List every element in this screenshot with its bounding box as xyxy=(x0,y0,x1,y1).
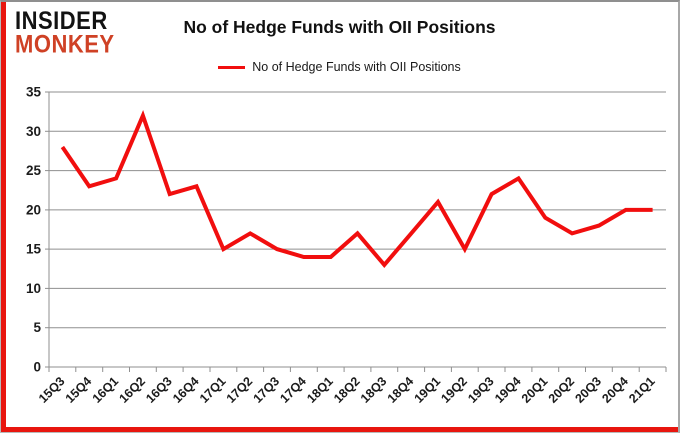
x-axis-label: 20Q2 xyxy=(546,374,578,406)
logo-line-monkey: MONKEY xyxy=(15,30,115,59)
insider-monkey-logo: INSIDER MONKEY xyxy=(15,6,115,59)
x-axis-label: 15Q3 xyxy=(36,374,68,406)
x-axis-label: 20Q1 xyxy=(519,374,551,406)
x-axis-label: 17Q4 xyxy=(277,374,309,406)
x-axis-label: 17Q2 xyxy=(224,374,256,406)
legend-label: No of Hedge Funds with OII Positions xyxy=(252,60,461,74)
x-axis-label: 18Q4 xyxy=(385,374,417,406)
x-axis-label: 19Q1 xyxy=(412,374,444,406)
chart-legend: No of Hedge Funds with OII Positions xyxy=(1,60,678,74)
series-line xyxy=(60,110,653,268)
y-axis-label: 15 xyxy=(26,242,42,257)
y-axis-label: 30 xyxy=(26,124,41,139)
x-axis-label: 16Q3 xyxy=(143,374,175,406)
legend-line-swatch xyxy=(218,65,246,69)
x-axis-label: 19Q4 xyxy=(492,374,524,406)
x-axis-label: 19Q2 xyxy=(438,374,470,406)
accent-border-left xyxy=(1,2,6,432)
x-axis-label: 16Q4 xyxy=(170,374,202,406)
logo-line-insider: INSIDER xyxy=(15,6,108,35)
y-axis-label: 35 xyxy=(26,85,42,100)
x-axis-label: 18Q2 xyxy=(331,374,363,406)
x-axis-label: 19Q3 xyxy=(465,374,497,406)
x-axis-label: 17Q1 xyxy=(197,374,229,406)
x-axis-label: 15Q4 xyxy=(63,374,95,406)
x-axis-label: 17Q3 xyxy=(251,374,283,406)
x-axis-label: 16Q1 xyxy=(90,374,122,406)
x-axis-label: 18Q1 xyxy=(304,374,336,406)
line-chart: 0510152025303515Q315Q416Q116Q216Q316Q417… xyxy=(26,85,667,406)
y-axis-label: 10 xyxy=(26,281,41,296)
x-axis-label: 21Q1 xyxy=(626,374,658,406)
y-axis-label: 20 xyxy=(26,202,41,217)
y-axis-label: 0 xyxy=(33,360,41,375)
x-axis-label: 16Q2 xyxy=(116,374,148,406)
x-axis-label: 18Q3 xyxy=(358,374,390,406)
y-axis-label: 25 xyxy=(26,163,42,178)
y-axis-label: 5 xyxy=(33,320,41,335)
x-axis-label: 20Q3 xyxy=(572,374,604,406)
chart-title: No of Hedge Funds with OII Positions xyxy=(183,17,496,37)
accent-border-bottom xyxy=(1,427,678,432)
x-axis-label: 20Q4 xyxy=(599,374,631,406)
